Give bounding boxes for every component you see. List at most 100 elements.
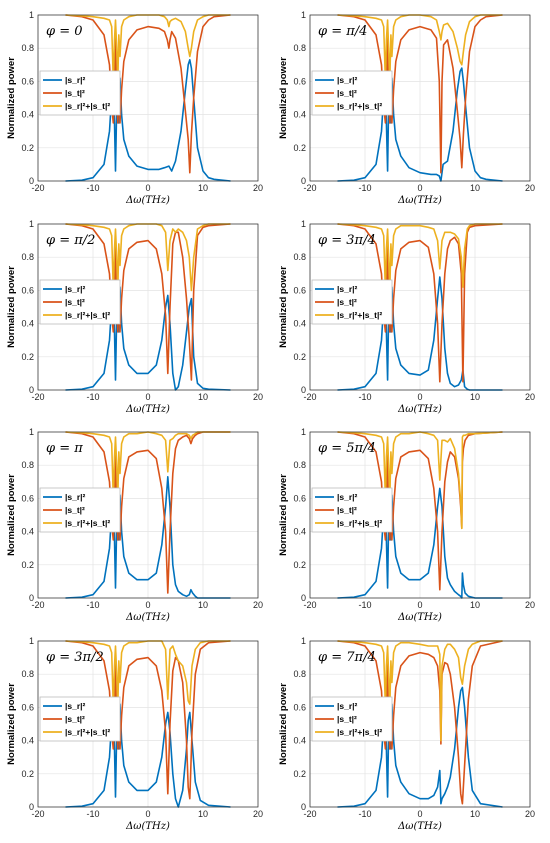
x-axis-label: Δω(THz) <box>125 612 170 623</box>
x-axis-label: Δω(THz) <box>397 821 442 832</box>
x-tick-label: 20 <box>253 183 263 193</box>
x-tick-label: 10 <box>470 809 480 819</box>
legend-label-3: |s_r|²+|s_t|² <box>65 310 110 320</box>
y-tick-label: 1 <box>301 636 306 646</box>
legend-label-3: |s_r|²+|s_t|² <box>65 727 110 737</box>
y-tick-label: 0.6 <box>293 76 306 86</box>
x-tick-label: -10 <box>358 809 371 819</box>
x-tick-label: -20 <box>31 600 44 610</box>
y-axis-label: Normalized power <box>6 266 17 348</box>
y-tick-label: 0.8 <box>21 669 34 679</box>
legend-label-3: |s_r|²+|s_t|² <box>337 310 382 320</box>
y-tick-label: 1 <box>301 219 306 229</box>
x-tick-label: 10 <box>470 183 480 193</box>
legend-box <box>39 70 121 116</box>
axes-box <box>37 14 259 182</box>
x-tick-label: -10 <box>86 809 99 819</box>
series-line-2 <box>65 431 231 594</box>
x-tick-label: 10 <box>198 183 208 193</box>
y-tick-label: 0.4 <box>293 527 306 537</box>
y-tick-label: 0.2 <box>293 352 306 362</box>
y-tick-label: 1 <box>29 427 34 437</box>
x-tick-label: 20 <box>253 600 263 610</box>
y-tick-label: 0.8 <box>293 669 306 679</box>
chart-panel-6: -20 -10 0 10 20 0 0.2 0.4 0.6 0.8 1 Δω(THz) Normaliz… <box>278 427 535 623</box>
axes-box <box>309 14 531 182</box>
y-tick-label: 0.4 <box>293 110 306 120</box>
x-tick-label: -20 <box>303 600 316 610</box>
axes-box <box>37 223 259 391</box>
legend-label-2: |s_t|² <box>337 297 357 307</box>
series-line-2 <box>65 223 231 381</box>
y-axis-label: Normalized power <box>278 57 289 139</box>
legend-label-1: |s_r|² <box>337 701 358 711</box>
legend-label-1: |s_r|² <box>65 75 86 85</box>
x-tick-label: 20 <box>525 600 535 610</box>
y-tick-label: 0.4 <box>293 736 306 746</box>
y-tick-label: 0.6 <box>293 285 306 295</box>
y-tick-label: 0.8 <box>293 43 306 53</box>
x-tick-label: 10 <box>470 392 480 402</box>
y-tick-label: 0.8 <box>21 460 34 470</box>
axes-box <box>309 640 531 808</box>
x-axis-label: Δω(THz) <box>125 821 170 832</box>
x-tick-label: 10 <box>470 600 480 610</box>
phase-label: φ = 3π/2 <box>46 650 104 665</box>
legend-label-3: |s_r|²+|s_t|² <box>337 101 382 111</box>
x-tick-label: 20 <box>525 392 535 402</box>
series-line-3 <box>337 223 503 292</box>
y-tick-label: 1 <box>29 10 34 20</box>
series-line-2 <box>337 14 503 174</box>
y-tick-label: 0 <box>29 385 34 395</box>
y-axis-label: Normalized power <box>6 474 17 556</box>
series-line-2 <box>337 640 503 805</box>
legend-label-1: |s_r|² <box>337 284 358 294</box>
x-tick-label: 0 <box>145 600 150 610</box>
y-tick-label: 0.4 <box>21 736 34 746</box>
phase-label: φ = 5π/4 <box>318 441 376 456</box>
legend-label-2: |s_t|² <box>337 88 357 98</box>
x-tick-label: -10 <box>86 600 99 610</box>
y-tick-label: 0.6 <box>21 76 34 86</box>
series-line-2 <box>337 223 503 383</box>
x-tick-label: -20 <box>31 183 44 193</box>
x-axis-label: Δω(THz) <box>397 404 442 415</box>
chart-panel-8: -20 -10 0 10 20 0 0.2 0.4 0.6 0.8 1 Δω(THz) Normaliz… <box>278 636 535 832</box>
y-tick-label: 1 <box>29 219 34 229</box>
chart-panel-4: -20 -10 0 10 20 0 0.2 0.4 0.6 0.8 1 Δω(THz) Normaliz… <box>278 219 535 415</box>
y-tick-label: 0.6 <box>293 493 306 503</box>
y-tick-label: 1 <box>301 427 306 437</box>
y-tick-label: 1 <box>29 636 34 646</box>
y-tick-label: 0.6 <box>21 493 34 503</box>
y-tick-label: 0.8 <box>21 43 34 53</box>
y-tick-label: 0 <box>29 176 34 186</box>
x-tick-label: -20 <box>303 183 316 193</box>
x-tick-label: 0 <box>417 600 422 610</box>
y-tick-label: 0.2 <box>293 560 306 570</box>
x-tick-label: 0 <box>417 392 422 402</box>
legend-label-2: |s_t|² <box>65 88 85 98</box>
y-tick-label: 0.2 <box>21 143 34 153</box>
axes-box <box>309 431 531 599</box>
y-axis-label: Normalized power <box>6 683 17 765</box>
x-tick-label: 20 <box>253 392 263 402</box>
x-tick-label: 20 <box>525 809 535 819</box>
axes-box <box>37 431 259 599</box>
x-tick-label: -10 <box>358 600 371 610</box>
y-tick-label: 0.2 <box>21 769 34 779</box>
x-tick-label: 20 <box>253 809 263 819</box>
legend-label-1: |s_r|² <box>337 492 358 502</box>
chart-panel-7: -20 -10 0 10 20 0 0.2 0.4 0.6 0.8 1 Δω(THz) Normaliz… <box>6 636 263 832</box>
series-line-2 <box>65 14 231 174</box>
series-line-2 <box>65 640 231 800</box>
axes-box <box>309 223 531 391</box>
x-tick-label: 20 <box>525 183 535 193</box>
y-tick-label: 0.2 <box>293 143 306 153</box>
y-axis-label: Normalized power <box>278 474 289 556</box>
x-tick-label: -10 <box>358 392 371 402</box>
phase-label: φ = π <box>46 441 83 456</box>
legend-label-2: |s_t|² <box>337 714 357 724</box>
x-tick-label: 0 <box>145 392 150 402</box>
x-axis-label: Δω(THz) <box>125 195 170 206</box>
